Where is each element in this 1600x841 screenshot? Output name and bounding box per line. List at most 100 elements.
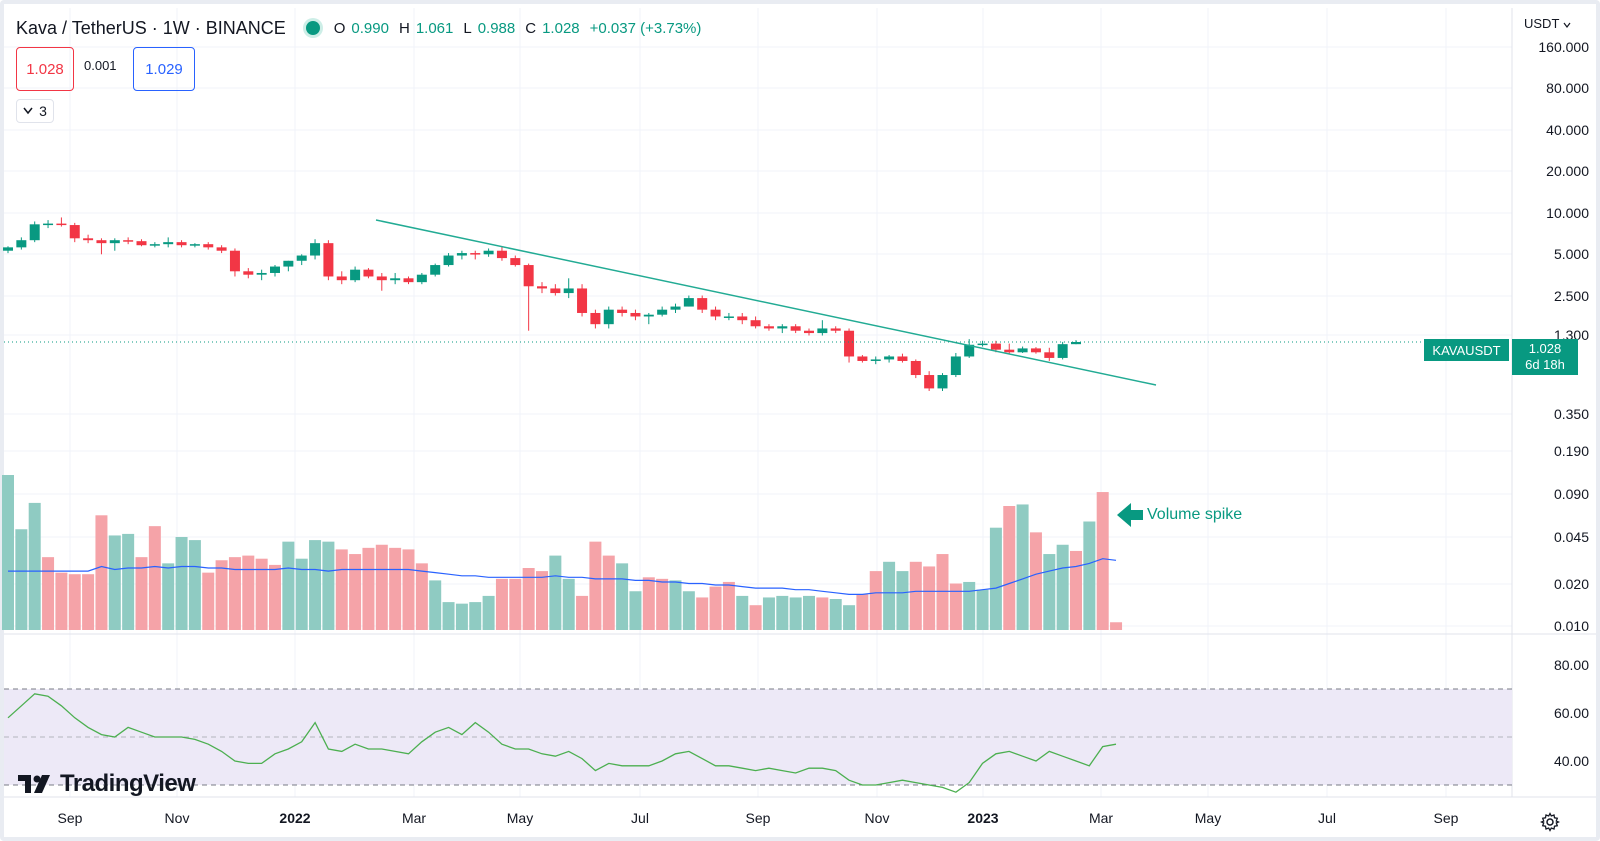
candle-body bbox=[256, 272, 267, 275]
spread-value: 0.001 bbox=[84, 58, 117, 73]
candle-body bbox=[443, 255, 454, 266]
price-tick-label: 0.020 bbox=[1554, 576, 1589, 592]
time-tick-label: Mar bbox=[1089, 810, 1113, 826]
rsi-tick-label: 80.00 bbox=[1554, 657, 1589, 673]
candle-body bbox=[603, 309, 614, 325]
volume-bar bbox=[442, 602, 455, 630]
indicators-count: 3 bbox=[39, 103, 47, 119]
low-label: L bbox=[463, 19, 472, 37]
candle-body bbox=[363, 269, 374, 277]
chevron-down-icon bbox=[23, 107, 33, 115]
indicators-toggle-button[interactable]: 3 bbox=[16, 99, 54, 123]
price-tick-label: 20.000 bbox=[1546, 163, 1589, 179]
buy-button[interactable]: 1.029 bbox=[133, 47, 195, 91]
volume-bar bbox=[549, 555, 562, 630]
price-tick-label: 0.090 bbox=[1554, 486, 1589, 502]
candle-body bbox=[910, 360, 921, 376]
symbol-title[interactable]: Kava / TetherUS · 1W · BINANCE bbox=[16, 17, 286, 38]
currency-selector[interactable]: USDT bbox=[1524, 16, 1571, 31]
candle-body bbox=[844, 330, 855, 357]
candle-body bbox=[990, 343, 1001, 350]
current-price-value: 1.028 bbox=[1528, 341, 1562, 356]
volume-bar bbox=[963, 581, 976, 630]
candle-body bbox=[3, 247, 13, 251]
volume-bar bbox=[883, 561, 896, 630]
volume-bar bbox=[175, 537, 188, 630]
candle-body bbox=[376, 276, 387, 281]
volume-bar bbox=[616, 563, 629, 630]
candle-body bbox=[510, 258, 521, 266]
gear-icon[interactable] bbox=[1539, 812, 1561, 838]
candle-body bbox=[283, 260, 294, 267]
volume-bar bbox=[242, 555, 255, 630]
candle-body bbox=[336, 276, 347, 281]
volume-bar bbox=[856, 594, 869, 630]
volume-bar bbox=[95, 515, 108, 630]
volume-bar bbox=[1029, 532, 1042, 630]
candle-body bbox=[723, 316, 734, 318]
candle-body bbox=[416, 274, 427, 283]
candle-body bbox=[229, 250, 240, 272]
candle-body bbox=[857, 356, 868, 361]
volume-bar bbox=[1110, 622, 1123, 630]
rsi-tick-label: 40.00 bbox=[1554, 753, 1589, 769]
arrow-left-icon bbox=[1117, 503, 1143, 527]
volume-bar bbox=[1043, 554, 1056, 630]
price-tick-label: 0.190 bbox=[1554, 443, 1589, 459]
candle-body bbox=[109, 240, 120, 244]
volume-bar bbox=[322, 541, 335, 630]
volume-bar bbox=[269, 564, 281, 630]
volume-bar bbox=[15, 529, 28, 630]
chevron-down-icon bbox=[1563, 22, 1571, 28]
candle-body bbox=[1017, 348, 1028, 353]
time-tick-label: Mar bbox=[402, 810, 426, 826]
sell-button[interactable]: 1.028 bbox=[16, 47, 74, 91]
open-value: 0.990 bbox=[351, 19, 389, 37]
candle-body bbox=[804, 330, 814, 334]
candle-body bbox=[950, 356, 961, 376]
time-tick-label: Sep bbox=[1434, 810, 1459, 826]
volume-bar bbox=[976, 589, 989, 630]
time-tick-label: Nov bbox=[865, 810, 890, 826]
candle-body bbox=[897, 356, 908, 361]
price-tick-label: 10.000 bbox=[1546, 205, 1589, 221]
volume-bar bbox=[536, 571, 548, 630]
candle-body bbox=[1071, 342, 1081, 345]
volume-bar bbox=[736, 595, 749, 630]
volume-bar bbox=[255, 558, 268, 630]
candle-body bbox=[470, 253, 481, 255]
candle-body bbox=[1044, 352, 1055, 358]
volume-bar bbox=[989, 527, 1002, 630]
candle-body bbox=[830, 328, 841, 331]
volume-bar bbox=[495, 578, 508, 630]
candle-body bbox=[630, 312, 641, 317]
volume-bar bbox=[562, 578, 575, 630]
tradingview-logo[interactable]: TradingView bbox=[18, 768, 196, 800]
volume-bar bbox=[1096, 492, 1109, 630]
candle-body bbox=[937, 375, 948, 389]
volume-bar bbox=[909, 561, 922, 630]
price-tick-label: 40.000 bbox=[1546, 122, 1589, 138]
market-status-dot-icon bbox=[305, 21, 320, 35]
volume-bar bbox=[162, 563, 175, 630]
volume-bar bbox=[282, 541, 295, 630]
time-tick-label: Nov bbox=[165, 810, 190, 826]
candle-body bbox=[617, 309, 628, 313]
volume-bar bbox=[135, 557, 148, 630]
time-tick-label: Sep bbox=[58, 810, 83, 826]
candle-body bbox=[1057, 344, 1068, 358]
candle-body bbox=[323, 243, 334, 277]
candle-body bbox=[243, 271, 254, 275]
candle-body bbox=[189, 244, 200, 246]
volume-bar bbox=[402, 549, 415, 630]
volume-bar bbox=[482, 595, 495, 630]
candle-body bbox=[96, 240, 107, 244]
volume-bar bbox=[589, 541, 602, 630]
high-value: 1.061 bbox=[415, 19, 454, 37]
candle-body bbox=[750, 320, 761, 327]
bar-countdown: 6d 18h bbox=[1525, 357, 1565, 372]
time-tick-label: Jul bbox=[631, 810, 649, 826]
volume-bar bbox=[789, 597, 802, 630]
